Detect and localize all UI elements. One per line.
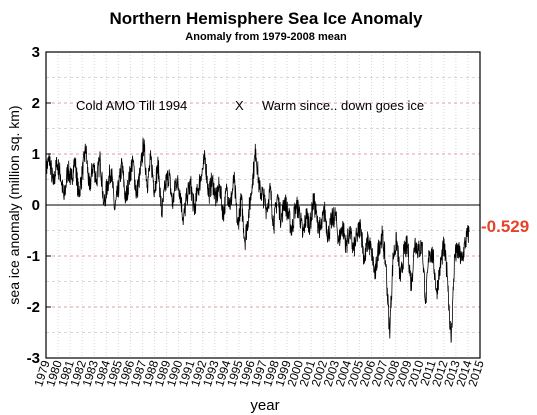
y-axis-ticks: -3 -2 -1 0 1 2 3 [27, 44, 51, 367]
chart-subtitle: Anomaly from 1979-2008 mean [185, 31, 347, 43]
x-axis-label: year [250, 397, 279, 414]
y-tick-label: 3 [32, 44, 40, 61]
y-tick-label: -1 [27, 248, 40, 265]
y-tick-label: 1 [32, 146, 40, 163]
annotation-cold-amo: Cold AMO Till 1994 [76, 98, 187, 113]
y-tick-label: 2 [32, 95, 40, 112]
chart-title: Northern Hemisphere Sea Ice Anomaly [109, 9, 423, 28]
y-tick-label: -3 [27, 350, 40, 367]
x-axis-ticks: 1979198019811982198319841985198619871988… [31, 358, 487, 388]
y-axis-label: sea ice anomaly (million sq. km) [6, 105, 22, 304]
annotation-x-marker: X [235, 98, 244, 113]
series-line [45, 137, 470, 343]
y-tick-label: -2 [27, 299, 40, 316]
annotation-warm: Warm since.. down goes ice [262, 98, 424, 113]
y-tick-label: 0 [32, 197, 40, 214]
latest-value-label: -0.529 [481, 217, 529, 236]
